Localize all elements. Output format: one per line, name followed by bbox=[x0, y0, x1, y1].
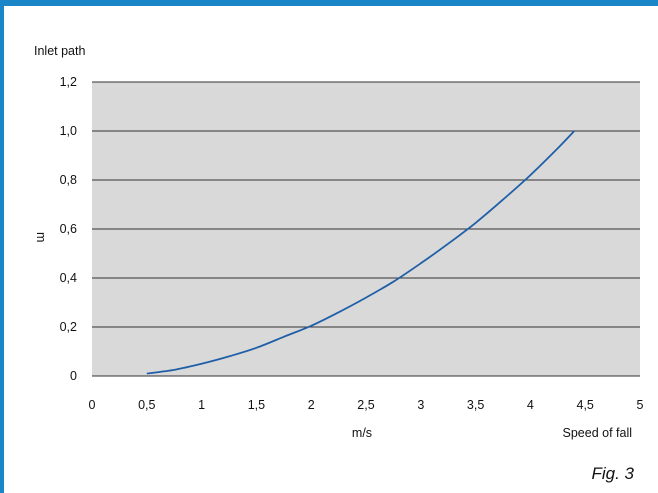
series-line bbox=[146, 130, 575, 375]
x-tick-label: 1 bbox=[198, 398, 205, 412]
y-axis-ticks: 0 0,2 0,4 0,6 0,8 1,0 1,2 bbox=[60, 75, 77, 383]
x-tick-label: 0 bbox=[89, 398, 96, 412]
y-tick-label: 0 bbox=[70, 369, 77, 383]
x-axis-ticks: 0 0,5 1 1,5 2 2,5 3 3,5 4 4,5 5 bbox=[89, 398, 644, 412]
x-tick-label: 3 bbox=[417, 398, 424, 412]
x-tick-label: 2,5 bbox=[357, 398, 374, 412]
x-tick-label: 1,5 bbox=[248, 398, 265, 412]
y-tick-label: 0,4 bbox=[60, 271, 77, 285]
x-axis-label-secondary: Speed of fall bbox=[563, 426, 633, 440]
chart-title: Inlet path bbox=[34, 44, 85, 58]
y-axis-label: m bbox=[34, 232, 48, 242]
x-tick-label: 5 bbox=[637, 398, 644, 412]
y-tick-label: 0,8 bbox=[60, 173, 77, 187]
x-tick-label: 3,5 bbox=[467, 398, 484, 412]
y-tick-label: 0,6 bbox=[60, 222, 77, 236]
x-tick-label: 2 bbox=[308, 398, 315, 412]
x-tick-label: 0,5 bbox=[138, 398, 155, 412]
y-tick-label: 1,2 bbox=[60, 75, 77, 89]
line-chart: 0 0,2 0,4 0,6 0,8 1,0 1,2 0 0,5 1 1,5 2 2,5 3 3,5 4 4,5… bbox=[34, 44, 644, 483]
gridlines bbox=[92, 81, 640, 377]
y-tick-label: 1,0 bbox=[60, 124, 77, 138]
x-tick-label: 4 bbox=[527, 398, 534, 412]
x-tick-label: 4,5 bbox=[577, 398, 594, 412]
figure-label: Fig. 3 bbox=[591, 464, 634, 483]
x-axis-label: m/s bbox=[352, 426, 372, 440]
y-tick-label: 0,2 bbox=[60, 320, 77, 334]
